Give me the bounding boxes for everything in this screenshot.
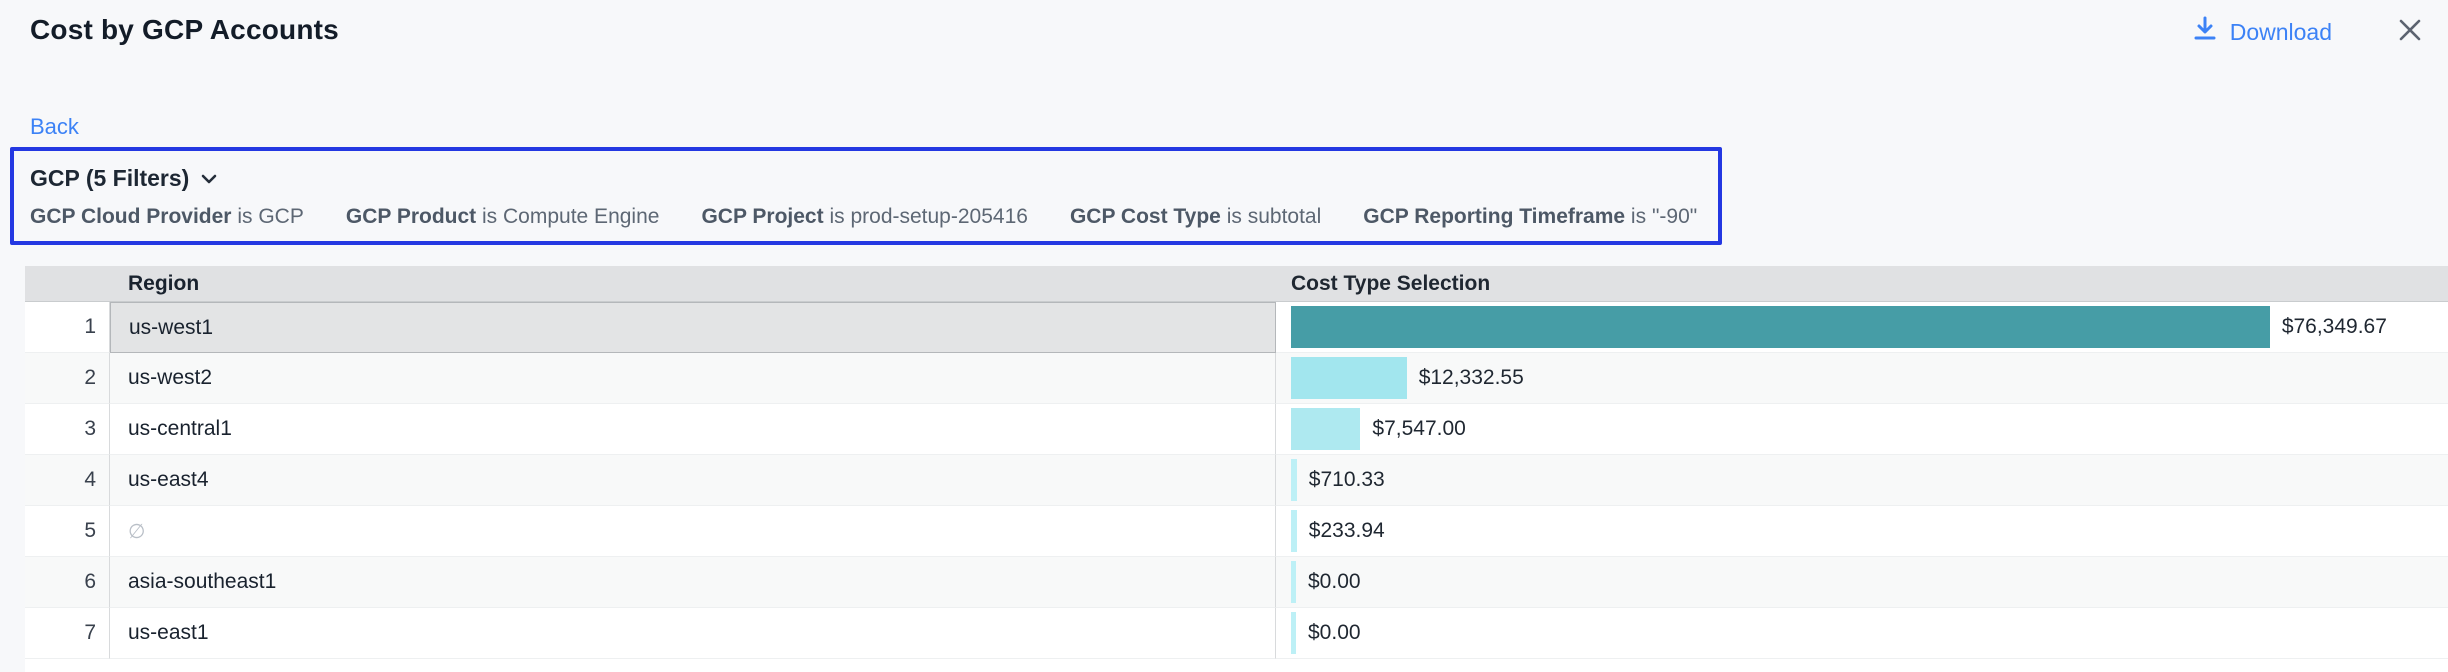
cost-bar bbox=[1291, 510, 1297, 552]
region-cell[interactable]: us-west1 bbox=[110, 302, 1276, 353]
close-button[interactable] bbox=[2390, 12, 2430, 52]
cost-cell[interactable]: $0.00 bbox=[1276, 557, 2448, 608]
filter-chip-label: GCP Cost Type bbox=[1069, 205, 1221, 228]
table-row[interactable]: 1 us-west1 $76,349.67 bbox=[25, 302, 2448, 353]
filter-chip[interactable]: GCP Project is prod-setup-205416 bbox=[701, 205, 1027, 229]
title-bar: Cost by GCP Accounts Download bbox=[0, 0, 2448, 60]
back-link[interactable]: Back bbox=[30, 114, 79, 139]
cost-column-header[interactable]: Cost Type Selection bbox=[1291, 271, 1491, 295]
filter-chip-operator: is bbox=[1630, 205, 1647, 228]
filter-chip-label: GCP Project bbox=[701, 205, 824, 228]
region-cell[interactable]: us-west2 bbox=[110, 353, 1276, 404]
region-column-header[interactable]: Region bbox=[128, 271, 200, 295]
filter-chip-label: GCP Reporting Timeframe bbox=[1363, 205, 1626, 228]
cost-cell[interactable]: $233.94 bbox=[1276, 506, 2448, 557]
close-icon bbox=[2396, 16, 2424, 49]
row-number: 1 bbox=[25, 302, 110, 353]
cost-value: $0.00 bbox=[1308, 621, 1361, 644]
region-cell[interactable]: ∅ bbox=[110, 506, 1276, 557]
cost-value: $710.33 bbox=[1308, 468, 1385, 491]
table-row[interactable]: 5 ∅ $233.94 bbox=[25, 506, 2448, 557]
cost-bar bbox=[1291, 459, 1297, 501]
cost-value: $0.00 bbox=[1308, 570, 1361, 593]
region-cell-text: us-east1 bbox=[128, 621, 209, 644]
cost-bar bbox=[1291, 306, 2270, 348]
page-title: Cost by GCP Accounts bbox=[30, 14, 339, 45]
region-cell-text: asia-southeast1 bbox=[128, 570, 277, 593]
table-body: 1 us-west1 $76,349.67 2 us-west2 $12,332… bbox=[25, 302, 2448, 659]
cost-cell[interactable]: $7,547.00 bbox=[1276, 404, 2448, 455]
cost-bar bbox=[1291, 408, 1361, 450]
table-header-row: Region Cost Type Selection bbox=[25, 266, 2448, 302]
table-row[interactable]: 6 asia-southeast1 $0.00 bbox=[25, 557, 2448, 608]
filter-chip[interactable]: GCP Cost Type is subtotal bbox=[1070, 205, 1321, 229]
cost-bar bbox=[1291, 561, 1296, 603]
table-row[interactable]: 7 us-east1 $0.00 bbox=[25, 608, 2448, 659]
cost-value: $12,332.55 bbox=[1418, 366, 1524, 389]
region-cell-text: us-west2 bbox=[128, 366, 213, 389]
region-cell[interactable]: us-east4 bbox=[110, 455, 1276, 506]
filter-chip-operator: is bbox=[482, 205, 498, 228]
cost-value: $7,547.00 bbox=[1372, 417, 1466, 440]
row-number: 6 bbox=[25, 557, 110, 608]
region-cell-text: us-west1 bbox=[129, 315, 214, 339]
filter-chip-value: subtotal bbox=[1247, 205, 1322, 228]
filter-chip-operator: is bbox=[829, 205, 845, 228]
download-icon bbox=[2192, 15, 2218, 49]
cost-value: $76,349.67 bbox=[2281, 315, 2387, 338]
row-number: 3 bbox=[25, 404, 110, 455]
table-row[interactable]: 2 us-west2 $12,332.55 bbox=[25, 353, 2448, 404]
cost-value: $233.94 bbox=[1308, 519, 1385, 542]
row-number: 2 bbox=[25, 353, 110, 404]
filter-chip-value: Compute Engine bbox=[503, 205, 660, 228]
region-cell-text: ∅ bbox=[128, 520, 146, 543]
row-number: 7 bbox=[25, 608, 110, 659]
row-number: 4 bbox=[25, 455, 110, 506]
row-number: 5 bbox=[25, 506, 110, 557]
filter-chip-operator: is bbox=[237, 205, 253, 228]
cost-cell[interactable]: $710.33 bbox=[1276, 455, 2448, 506]
cost-cell[interactable]: $12,332.55 bbox=[1276, 353, 2448, 404]
filter-chip[interactable]: GCP Reporting Timeframe is "-90" bbox=[1363, 205, 1697, 229]
filter-chip-label: GCP Cloud Provider bbox=[30, 205, 232, 228]
row-number-column-header bbox=[25, 266, 110, 301]
filter-chip[interactable]: GCP Cloud Provider is GCP bbox=[30, 205, 304, 229]
cost-bar bbox=[1291, 612, 1296, 654]
filter-list: GCP Cloud Provider is GCP GCP Product is… bbox=[30, 205, 1702, 229]
cost-cell[interactable]: $0.00 bbox=[1276, 608, 2448, 659]
download-button[interactable]: Download bbox=[2192, 15, 2332, 49]
filter-chip-label: GCP Product bbox=[345, 205, 477, 228]
cost-table: Region Cost Type Selection 1 us-west1 $7… bbox=[25, 266, 2448, 672]
table-row[interactable]: 3 us-central1 $7,547.00 bbox=[25, 404, 2448, 455]
filter-chip[interactable]: GCP Product is Compute Engine bbox=[346, 205, 660, 229]
region-cell[interactable]: asia-southeast1 bbox=[110, 557, 1276, 608]
filter-chip-value: prod-setup-205416 bbox=[850, 205, 1028, 228]
filter-summary-label: GCP (5 Filters) bbox=[30, 164, 190, 191]
filter-chip-value: GCP bbox=[258, 205, 304, 228]
filter-chip-value: "-90" bbox=[1651, 205, 1698, 228]
region-cell-text: us-east4 bbox=[128, 468, 209, 491]
region-cell[interactable]: us-central1 bbox=[110, 404, 1276, 455]
region-cell[interactable]: us-east1 bbox=[110, 608, 1276, 659]
region-cell-text: us-central1 bbox=[128, 417, 232, 440]
filter-group-box: GCP (5 Filters) GCP Cloud Provider is GC… bbox=[10, 147, 1722, 245]
table-row[interactable]: 4 us-east4 $710.33 bbox=[25, 455, 2448, 506]
filter-chip-operator: is bbox=[1226, 205, 1242, 228]
download-label: Download bbox=[2229, 18, 2332, 45]
cost-bar bbox=[1291, 357, 1407, 399]
cost-cell[interactable]: $76,349.67 bbox=[1276, 302, 2448, 353]
filter-summary-dropdown[interactable]: GCP (5 Filters) bbox=[30, 161, 219, 195]
chevron-down-icon bbox=[199, 165, 219, 192]
